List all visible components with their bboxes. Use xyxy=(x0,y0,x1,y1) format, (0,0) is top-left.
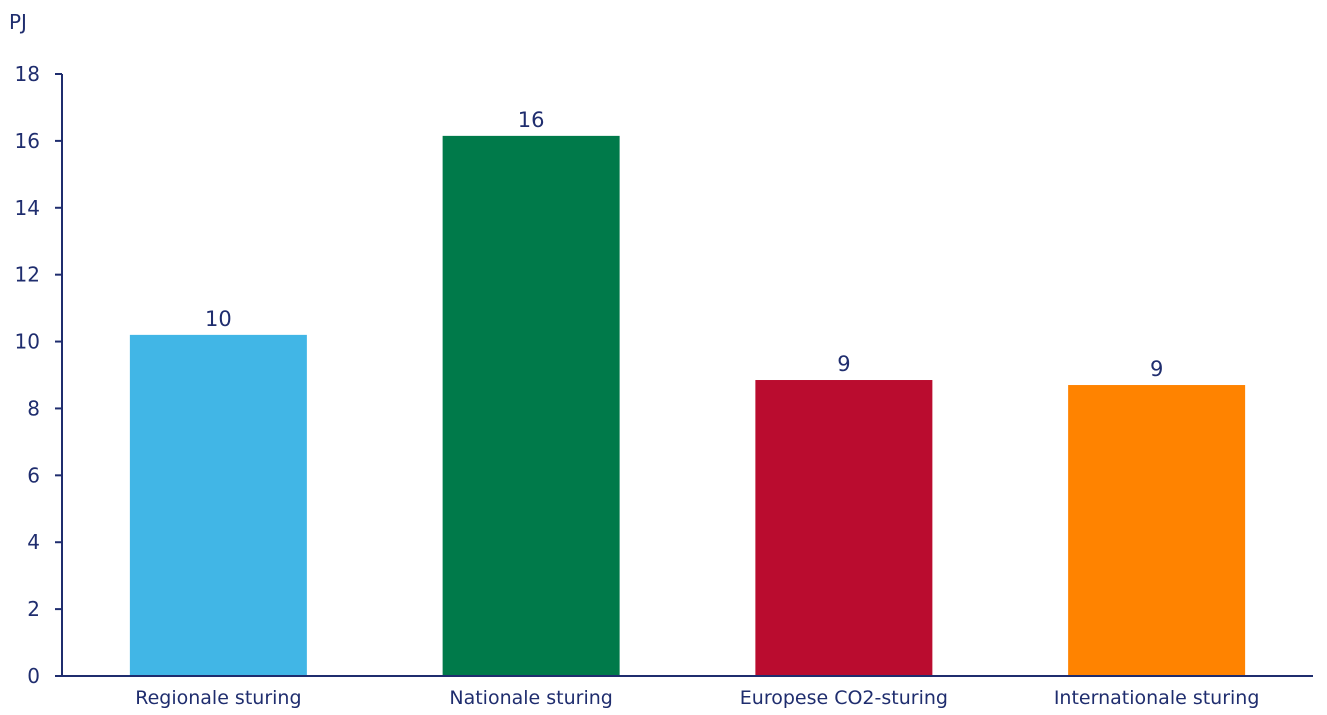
y-axis-unit-label: PJ xyxy=(9,10,27,34)
y-tick-label: 12 xyxy=(15,263,40,287)
y-tick-label: 16 xyxy=(15,129,40,153)
bar xyxy=(755,380,933,676)
bar xyxy=(129,334,307,676)
bar-data-label: 16 xyxy=(518,108,545,132)
bar-data-label: 9 xyxy=(1150,357,1163,381)
y-tick-label: 6 xyxy=(27,463,40,487)
y-axis-ticks: 0 2 4 6 8 10 12 14 16 18 xyxy=(15,62,62,688)
x-category-label: Regionale sturing xyxy=(135,687,301,709)
y-tick-label: 2 xyxy=(27,597,40,621)
x-category-label: Nationale sturing xyxy=(449,687,613,709)
bar-data-label: 9 xyxy=(837,352,850,376)
y-tick-label: 10 xyxy=(15,330,40,354)
data-labels: 10 16 9 9 xyxy=(205,108,1163,381)
bar xyxy=(442,135,620,677)
x-category-label: Europese CO2-sturing xyxy=(740,687,948,709)
x-axis-categories: Regionale sturing Nationale sturing Europe… xyxy=(135,687,1259,709)
y-tick-label: 4 xyxy=(27,530,40,554)
bar xyxy=(1068,385,1246,676)
bars xyxy=(129,135,1246,677)
bar-data-label: 10 xyxy=(205,307,232,331)
y-tick-label: 0 xyxy=(27,664,40,688)
y-tick-label: 14 xyxy=(15,196,40,220)
x-category-label: Internationale sturing xyxy=(1054,687,1260,709)
y-tick-label: 18 xyxy=(15,62,40,86)
y-tick-label: 8 xyxy=(27,396,40,420)
